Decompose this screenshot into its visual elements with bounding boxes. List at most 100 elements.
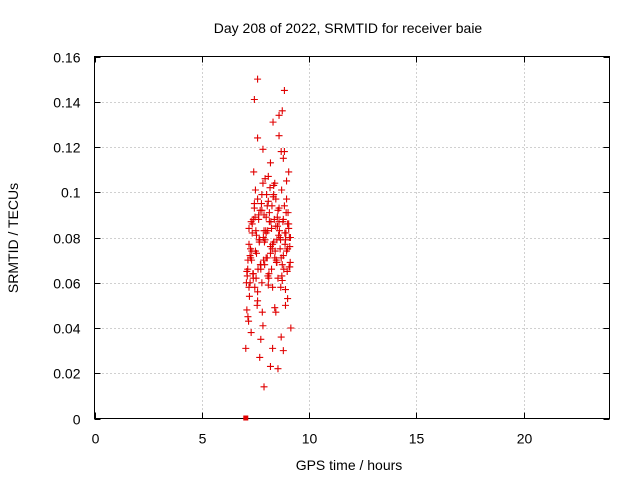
chart-title: Day 208 of 2022, SRMTID for receiver bai… <box>214 20 483 36</box>
data-point <box>268 265 276 273</box>
x-tick-label: 5 <box>199 431 207 447</box>
data-point <box>258 279 266 287</box>
data-point <box>253 231 261 239</box>
data-point <box>250 95 258 103</box>
data-point <box>268 224 276 232</box>
data-point <box>280 202 288 210</box>
data-point <box>275 218 283 226</box>
data-point <box>266 184 274 192</box>
data-point <box>244 313 252 321</box>
data-point <box>281 286 289 294</box>
data-point <box>281 229 289 237</box>
data-point <box>276 245 284 253</box>
data-point <box>278 186 286 194</box>
data-point <box>254 288 262 296</box>
data-point <box>275 204 283 212</box>
x-tick-labels: 0 5 10 15 20 <box>92 431 533 447</box>
y-tick-label: 0.1 <box>61 185 81 201</box>
data-point <box>259 145 267 153</box>
y-tick-labels: 0 0.02 0.04 0.06 0.08 0.1 0.12 0.14 0.16 <box>53 50 80 428</box>
data-point <box>270 191 278 199</box>
data-point <box>266 243 274 251</box>
axis-ticks <box>94 56 610 420</box>
data-point <box>284 245 292 253</box>
data-point <box>285 168 293 176</box>
data-point <box>281 301 289 309</box>
y-tick-label: 0.12 <box>53 140 80 156</box>
data-point <box>268 202 276 210</box>
data-point <box>279 252 287 260</box>
data-point <box>265 209 273 217</box>
data-point <box>263 254 271 262</box>
data-point <box>249 215 257 223</box>
data-point <box>260 383 268 391</box>
data-point <box>269 118 277 126</box>
data-point <box>277 283 285 291</box>
grid <box>94 56 610 419</box>
data-point <box>282 209 290 217</box>
data-point <box>277 333 285 341</box>
data-point <box>256 353 264 361</box>
y-tick-label: 0.06 <box>53 276 80 292</box>
data-point <box>261 261 269 269</box>
data-point <box>254 134 262 142</box>
data-point <box>286 258 294 266</box>
data-point <box>286 234 294 241</box>
data-point <box>285 263 293 271</box>
data-point <box>275 132 283 140</box>
data-point <box>247 254 255 262</box>
data-point <box>271 304 279 312</box>
y-tick-label: 0.02 <box>53 366 80 382</box>
axis-marker <box>243 415 249 421</box>
x-tick-label: 0 <box>92 431 100 447</box>
data-point <box>271 179 279 187</box>
y-tick-label: 0.16 <box>53 50 80 66</box>
data-point <box>269 283 277 291</box>
data-point <box>283 195 291 203</box>
data-point <box>278 107 286 115</box>
data-point <box>262 213 270 221</box>
data-point <box>251 283 259 291</box>
data-point <box>279 154 287 162</box>
data-point <box>251 186 259 194</box>
data-point <box>257 200 265 208</box>
data-point <box>254 75 262 83</box>
y-axis-label: SRMTID / TECUs <box>5 183 21 293</box>
data-point <box>259 179 267 187</box>
data-point <box>253 249 261 257</box>
data-point <box>263 191 271 199</box>
data-point <box>260 256 268 264</box>
data-point <box>248 229 256 237</box>
data-point <box>253 301 261 309</box>
data-point <box>275 111 283 119</box>
data-point <box>275 227 283 235</box>
data-point <box>250 168 258 176</box>
data-points <box>242 75 295 421</box>
data-point <box>257 335 265 343</box>
data-point <box>272 256 280 264</box>
data-point <box>258 206 266 214</box>
data-point <box>278 261 286 269</box>
data-point <box>255 236 263 244</box>
data-point <box>252 274 260 282</box>
data-point <box>278 272 286 280</box>
data-point <box>281 240 289 248</box>
data-point <box>245 292 253 300</box>
x-axis-label: GPS time / hours <box>296 457 403 473</box>
data-point <box>270 238 278 246</box>
plot-frame <box>94 56 610 419</box>
data-point <box>264 197 272 205</box>
data-point <box>245 240 253 248</box>
y-tick-label: 0.14 <box>53 95 80 111</box>
data-point <box>269 344 277 352</box>
data-point <box>259 234 267 241</box>
data-point <box>284 295 292 303</box>
y-tick-label: 0 <box>73 412 81 428</box>
data-point <box>277 236 285 244</box>
data-point <box>259 322 267 330</box>
data-point <box>264 172 272 180</box>
x-tick-label: 20 <box>517 431 533 447</box>
data-point <box>245 224 253 232</box>
data-point <box>266 249 274 257</box>
